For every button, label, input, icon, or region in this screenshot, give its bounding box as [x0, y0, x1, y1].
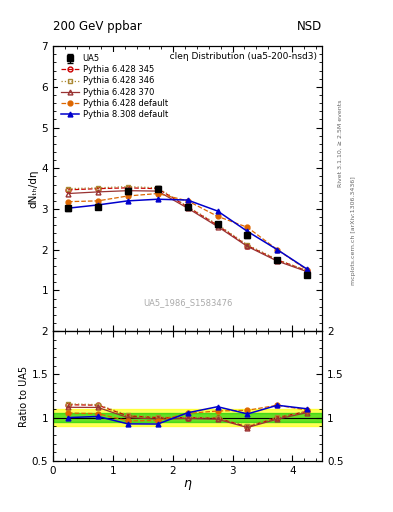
- Pythia 6.428 370: [275, 258, 280, 264]
- Pythia 8.308 default: [155, 196, 160, 202]
- Pythia 6.428 346: [215, 221, 220, 227]
- Pythia 6.428 346: [275, 257, 280, 263]
- Pythia 8.308 default: [95, 202, 100, 208]
- Pythia 6.428 346: [245, 242, 250, 248]
- Pythia 6.428 345: [66, 187, 70, 193]
- Line: Pythia 6.428 370: Pythia 6.428 370: [66, 188, 310, 274]
- Pythia 6.428 370: [155, 188, 160, 194]
- Pythia 6.428 346: [305, 268, 310, 274]
- Pythia 8.308 default: [245, 228, 250, 234]
- Pythia 6.428 370: [215, 223, 220, 229]
- Bar: [53, 413, 322, 422]
- Text: Rivet 3.1.10, ≥ 2.5M events: Rivet 3.1.10, ≥ 2.5M events: [338, 100, 342, 187]
- Legend: UA5, Pythia 6.428 345, Pythia 6.428 346, Pythia 6.428 370, Pythia 6.428 default,: UA5, Pythia 6.428 345, Pythia 6.428 346,…: [59, 52, 170, 121]
- Pythia 8.308 default: [66, 205, 70, 211]
- X-axis label: η: η: [184, 477, 192, 490]
- Pythia 6.428 345: [185, 204, 190, 210]
- Bar: [53, 409, 322, 426]
- Pythia 6.428 370: [95, 189, 100, 195]
- Pythia 6.428 346: [66, 185, 70, 191]
- Pythia 6.428 345: [245, 243, 250, 249]
- Line: Pythia 6.428 default: Pythia 6.428 default: [66, 191, 310, 272]
- Line: Pythia 6.428 346: Pythia 6.428 346: [66, 184, 310, 273]
- Pythia 6.428 default: [305, 267, 310, 273]
- Pythia 6.428 346: [125, 183, 130, 189]
- Text: 200 GeV ppbar: 200 GeV ppbar: [53, 20, 142, 33]
- Pythia 6.428 370: [125, 187, 130, 194]
- Pythia 8.308 default: [125, 198, 130, 204]
- Pythia 8.308 default: [215, 208, 220, 214]
- Pythia 6.428 345: [155, 185, 160, 191]
- Pythia 6.428 default: [245, 224, 250, 230]
- Pythia 6.428 default: [155, 190, 160, 197]
- Pythia 8.308 default: [275, 247, 280, 253]
- Text: UA5_1986_S1583476: UA5_1986_S1583476: [143, 298, 232, 307]
- Line: Pythia 8.308 default: Pythia 8.308 default: [66, 197, 310, 272]
- Pythia 8.308 default: [185, 197, 190, 203]
- Pythia 6.428 default: [95, 198, 100, 204]
- Pythia 6.428 346: [155, 185, 160, 191]
- Pythia 6.428 370: [66, 190, 70, 197]
- Pythia 6.428 370: [185, 205, 190, 211]
- Text: Charged Particleη Distribution (ua5-200-nsd3): Charged Particleη Distribution (ua5-200-…: [108, 52, 317, 61]
- Text: mcplots.cern.ch [arXiv:1306.3436]: mcplots.cern.ch [arXiv:1306.3436]: [351, 176, 356, 285]
- Y-axis label: Ratio to UA5: Ratio to UA5: [19, 366, 29, 426]
- Pythia 6.428 346: [95, 185, 100, 191]
- Pythia 6.428 default: [275, 247, 280, 253]
- Pythia 6.428 default: [185, 198, 190, 204]
- Pythia 6.428 default: [215, 214, 220, 220]
- Pythia 6.428 default: [125, 193, 130, 199]
- Pythia 6.428 default: [66, 199, 70, 205]
- Pythia 6.428 346: [185, 203, 190, 209]
- Pythia 8.308 default: [305, 266, 310, 272]
- Line: Pythia 6.428 345: Pythia 6.428 345: [66, 185, 310, 273]
- Pythia 6.428 345: [275, 257, 280, 263]
- Pythia 6.428 345: [305, 268, 310, 274]
- Text: NSD: NSD: [297, 20, 322, 33]
- Y-axis label: dNₜₕ/dη: dNₜₕ/dη: [29, 169, 39, 208]
- Pythia 6.428 345: [215, 222, 220, 228]
- Pythia 6.428 345: [125, 185, 130, 191]
- Pythia 6.428 345: [95, 185, 100, 191]
- Pythia 6.428 370: [245, 243, 250, 249]
- Pythia 6.428 370: [305, 269, 310, 275]
